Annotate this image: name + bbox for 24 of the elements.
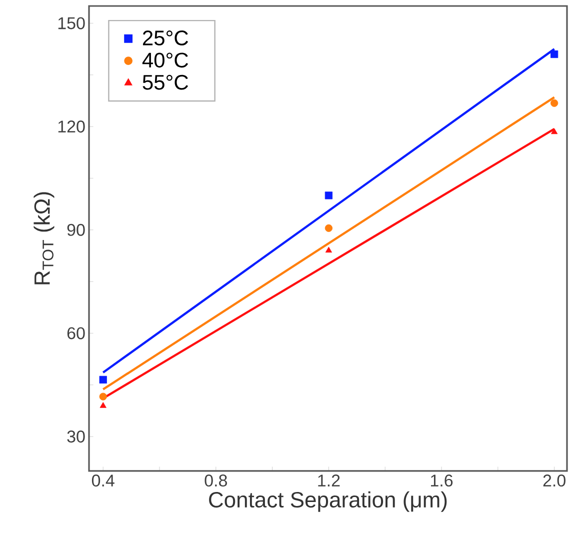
x-tick-label: 1.6 [430, 474, 453, 487]
point [550, 50, 558, 58]
point [325, 246, 332, 253]
x-tick-label: 0.8 [204, 474, 227, 487]
legend-label: 55°C [142, 74, 188, 90]
y-tick-label: 120 [58, 120, 85, 133]
point [324, 192, 333, 200]
x-axis-title: Contact Separation (μm) [209, 491, 447, 512]
legend-label: 40°C [142, 52, 188, 68]
point [99, 376, 107, 384]
point [324, 224, 333, 232]
point [550, 128, 558, 134]
x-tick-label: 2.0 [543, 474, 566, 487]
point [99, 392, 107, 400]
y-axis-title: R$_{TOT}$ (kΩ) [34, 192, 54, 284]
y-tick-label: 60 [67, 327, 85, 340]
legend-label: 25°C [142, 30, 188, 46]
x-tick-label: 1.2 [318, 474, 340, 486]
point [100, 402, 106, 408]
y-tick-label: 30 [67, 430, 85, 443]
y-tick-label: 90 [67, 224, 85, 236]
point [550, 99, 558, 107]
y-tick-label: 150 [58, 17, 85, 30]
x-tick-label: 0.4 [92, 474, 114, 487]
